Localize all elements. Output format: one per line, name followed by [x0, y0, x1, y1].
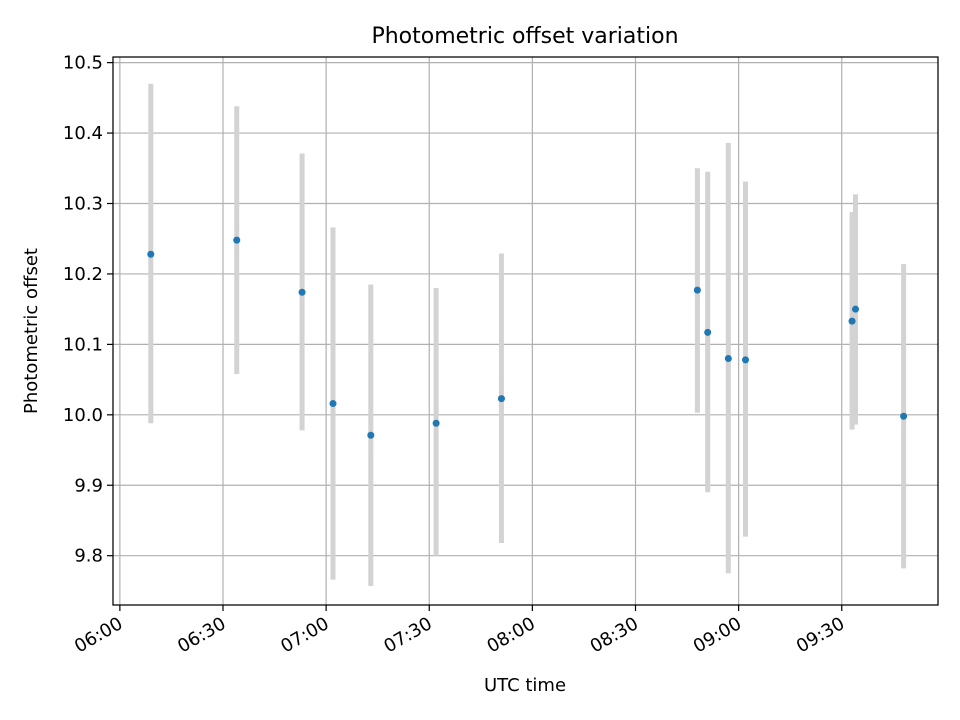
- y-tick-label: 10.1: [63, 334, 103, 355]
- data-point: [852, 305, 859, 313]
- data-point: [724, 354, 732, 362]
- data-points: [147, 236, 908, 439]
- data-point: [147, 250, 155, 258]
- y-tick-label: 10.4: [63, 123, 103, 144]
- y-axis-title: Photometric offset: [21, 248, 42, 414]
- data-point: [848, 317, 856, 325]
- data-point: [704, 328, 712, 336]
- y-tick-label: 10.0: [63, 405, 103, 426]
- data-point: [298, 288, 306, 296]
- x-axis-title: UTC time: [484, 675, 566, 696]
- data-point: [693, 286, 701, 294]
- y-tick-label: 10.2: [63, 264, 103, 285]
- y-axis-ticks: 9.8 9.9 10.0 10.1 10.2 10.3 10.4 10.5: [63, 53, 113, 567]
- grid-lines: [113, 57, 938, 605]
- y-tick-label: 10.3: [63, 194, 103, 215]
- data-point: [497, 395, 505, 403]
- data-point: [367, 431, 375, 439]
- data-point: [900, 412, 908, 420]
- plot-frame: [112, 56, 939, 606]
- y-tick-label: 9.9: [74, 475, 103, 496]
- data-point: [233, 236, 241, 244]
- y-tick-label: 10.5: [63, 53, 103, 74]
- y-tick-label: 9.8: [74, 546, 103, 567]
- data-point: [742, 356, 749, 364]
- data-point: [432, 419, 440, 427]
- data-point: [329, 400, 337, 408]
- chart-title: Photometric offset variation: [371, 24, 678, 49]
